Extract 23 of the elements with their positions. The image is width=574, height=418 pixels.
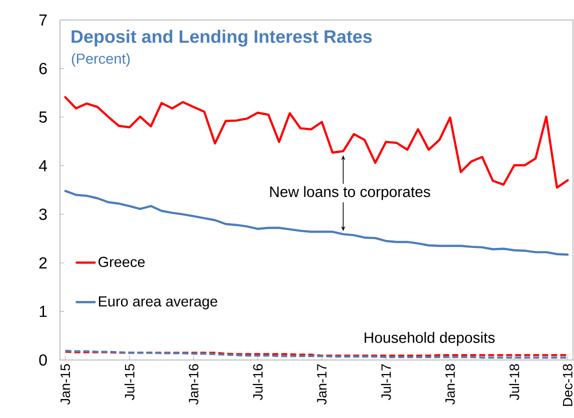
annotation: Household deposits [364,332,495,346]
y-tick-label: 6 [39,62,47,74]
x-tick-label: Dec-18 [562,364,572,406]
x-tick-label: Jul-16 [252,364,263,400]
y-tick-label: 7 [39,14,47,26]
y-tick-label: 4 [38,160,48,172]
annotation: New loans to corporates [270,186,430,200]
x-tick-label: Jan-18 [445,364,455,405]
x-tick-label: Jan-17 [317,364,327,405]
x-tick-label: Jan-15 [60,364,70,405]
x-tick-label: Jul-18 [509,364,520,400]
y-tick-label: 5 [39,112,47,123]
x-tick-label: Jan-16 [188,364,198,405]
legend-label: Greece [98,256,145,268]
y-tick-label: 1 [40,306,47,317]
x-tick-label: Jul-17 [381,364,391,400]
text: Deposit and Lending Interest Rates [72,30,372,47]
x-tick-label: Jul-15 [124,364,134,400]
legend-label: Euro area average [98,296,218,310]
y-tick-label: 2 [39,257,47,268]
y-tick-label: 0 [39,354,47,366]
y-tick-label: 3 [39,208,47,220]
text: (Percent) [72,53,130,67]
